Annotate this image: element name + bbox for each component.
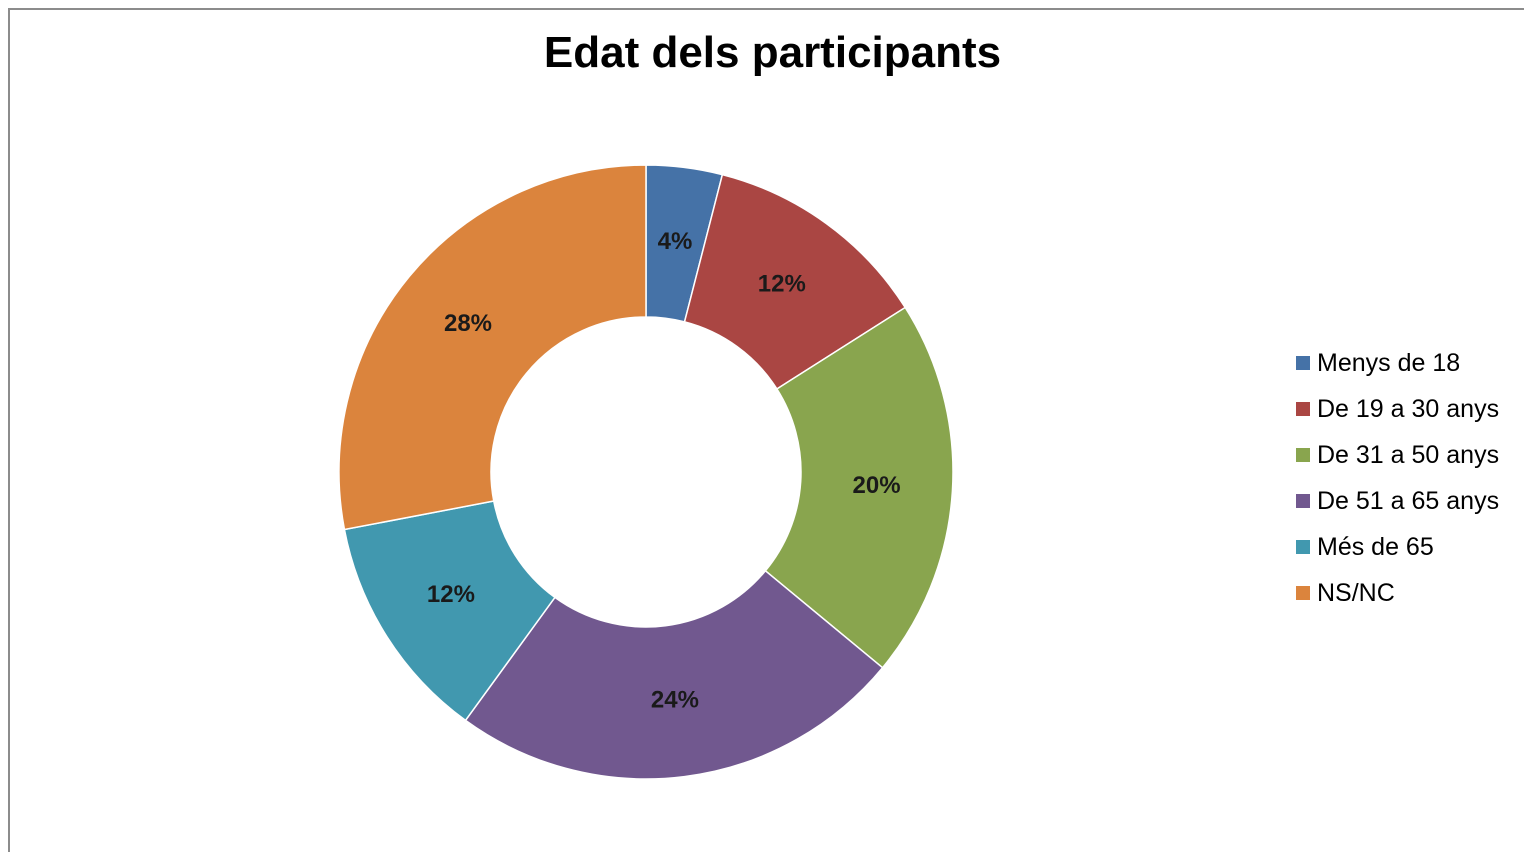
- legend-swatch: [1296, 540, 1310, 554]
- chart-title: Edat dels participants: [543, 28, 1002, 77]
- legend-item: De 51 a 65 anys: [1296, 478, 1499, 524]
- legend-item: Menys de 18: [1296, 340, 1499, 386]
- legend-swatch: [1296, 402, 1310, 416]
- legend-label: De 19 a 30 anys: [1317, 394, 1500, 423]
- slice-data-label: 12%: [427, 581, 475, 608]
- legend-item: NS/NC: [1296, 570, 1499, 616]
- slice-data-label: 24%: [651, 687, 699, 714]
- legend-item: De 31 a 50 anys: [1296, 432, 1499, 478]
- donut-slice: [338, 164, 647, 531]
- chart-legend: Menys de 18 De 19 a 30 anys De 31 a 50 any…: [1296, 340, 1499, 616]
- legend-label: Menys de 18: [1317, 348, 1461, 377]
- donut-slice: [464, 569, 884, 780]
- donut-slice: [764, 306, 954, 669]
- legend-item: De 19 a 30 anys: [1296, 386, 1499, 432]
- legend-swatch: [1296, 494, 1310, 508]
- legend-swatch: [1296, 356, 1310, 370]
- legend-label: Més de 65: [1317, 532, 1434, 561]
- legend-label: NS/NC: [1317, 578, 1395, 607]
- slice-data-label: 4%: [658, 228, 693, 255]
- legend-swatch: [1296, 448, 1310, 462]
- slice-data-label: 28%: [444, 310, 492, 337]
- legend-item: Més de 65: [1296, 524, 1499, 570]
- slice-data-label: 20%: [853, 472, 901, 499]
- slice-data-label: 12%: [758, 270, 806, 297]
- legend-label: De 31 a 50 anys: [1317, 440, 1500, 469]
- legend-swatch: [1296, 586, 1310, 600]
- legend-label: De 51 a 65 anys: [1317, 486, 1500, 515]
